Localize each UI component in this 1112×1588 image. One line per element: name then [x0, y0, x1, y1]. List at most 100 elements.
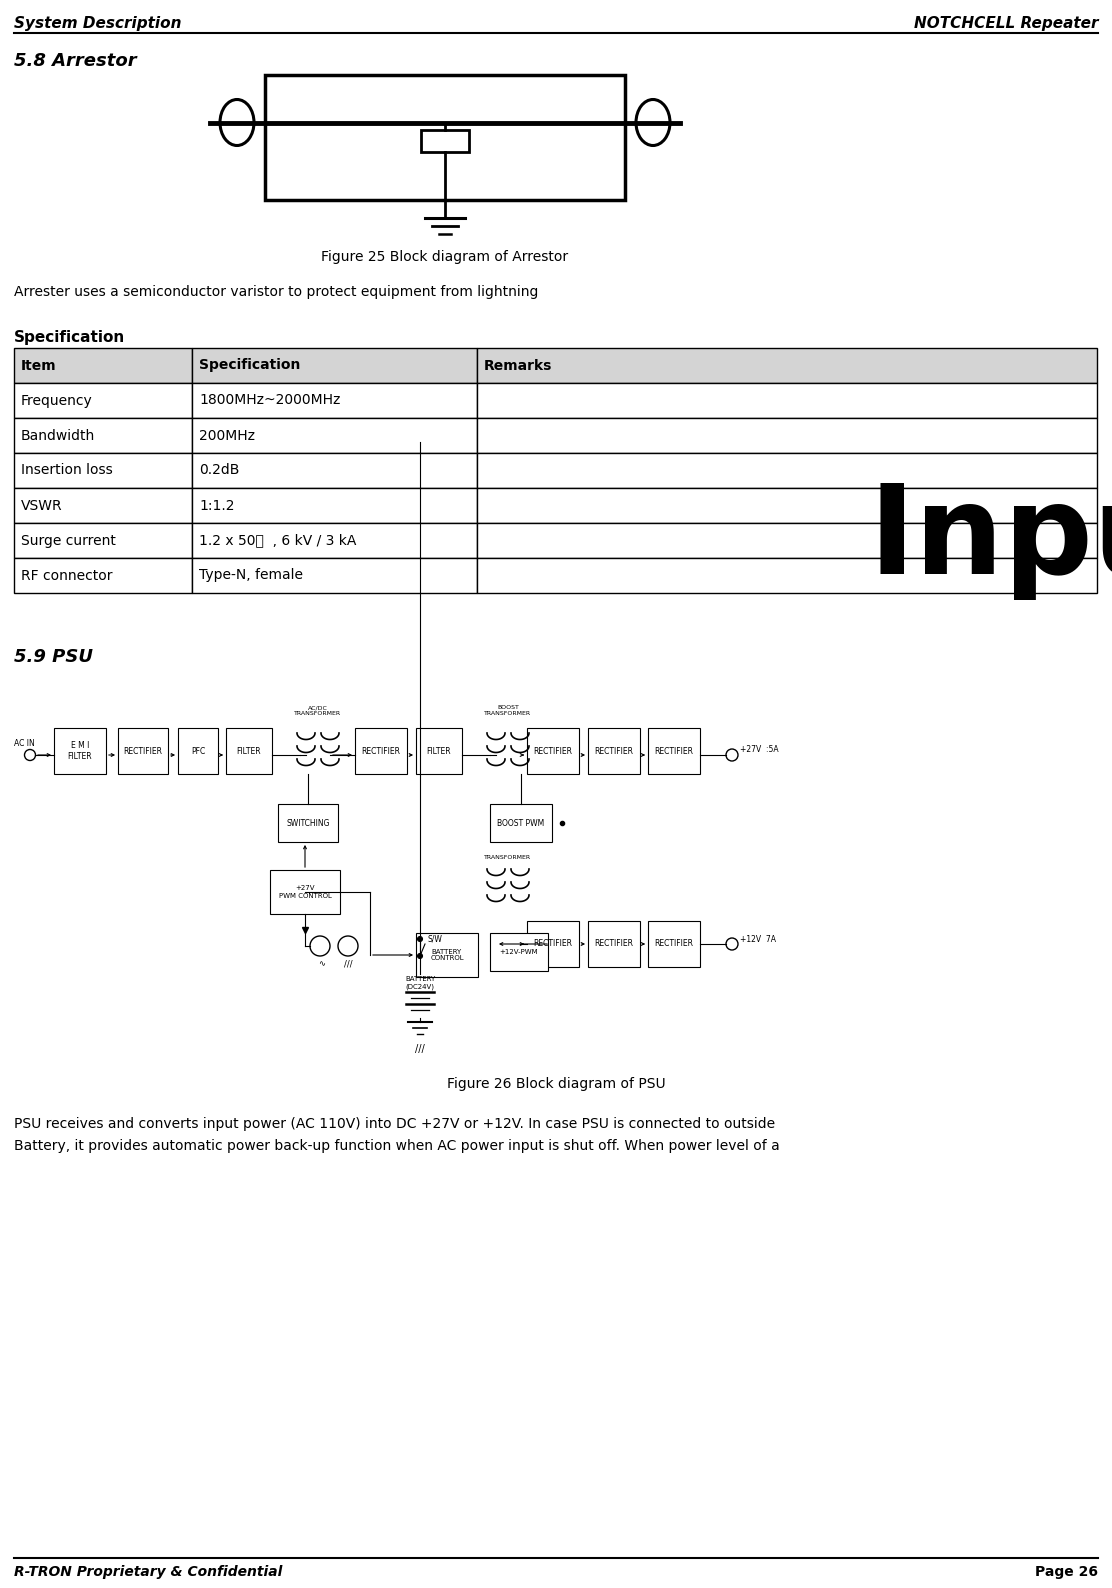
Bar	[477, 522, 1098, 557]
Text: FILTER: FILTER	[237, 746, 261, 756]
Text: +12V-PWM: +12V-PWM	[499, 950, 538, 954]
Text: Insertion loss: Insertion loss	[21, 464, 112, 478]
Circle shape	[726, 750, 738, 761]
Text: System Description: System Description	[14, 16, 181, 32]
Text: Battery, it provides automatic power back-up function when AC power input is shu: Battery, it provides automatic power bac…	[14, 1139, 780, 1153]
Text: RECTIFIER: RECTIFIER	[595, 940, 634, 948]
Bar	[416, 727, 461, 773]
Bar	[416, 934, 478, 977]
Text: Inpu: Inpu	[868, 480, 1112, 600]
Circle shape	[726, 939, 738, 950]
Bar	[477, 488, 1098, 522]
Text: BATTERY
(DC24V): BATTERY (DC24V)	[405, 977, 435, 989]
Text: RECTIFIER: RECTIFIER	[361, 746, 400, 756]
Bar	[14, 488, 192, 522]
Text: Page 26: Page 26	[1035, 1566, 1098, 1578]
Text: 5.9 PSU: 5.9 PSU	[14, 648, 93, 665]
Text: 1800MHz~2000MHz: 1800MHz~2000MHz	[199, 394, 340, 408]
Text: AC/DC
TRANSFORMER: AC/DC TRANSFORMER	[295, 705, 341, 716]
Text: TRANSFORMER: TRANSFORMER	[485, 854, 532, 861]
Text: RECTIFIER: RECTIFIER	[595, 746, 634, 756]
Circle shape	[417, 937, 423, 942]
Text: Figure 25 Block diagram of Arrestor: Figure 25 Block diagram of Arrestor	[321, 249, 568, 264]
Text: RF connector: RF connector	[21, 569, 112, 583]
Text: RECTIFIER: RECTIFIER	[655, 940, 694, 948]
Circle shape	[24, 750, 36, 761]
Bar	[490, 804, 552, 842]
Text: Type-N, female: Type-N, female	[199, 569, 302, 583]
Bar	[14, 453, 192, 488]
Text: SWITCHING: SWITCHING	[286, 818, 330, 827]
Text: Figure 26 Block diagram of PSU: Figure 26 Block diagram of PSU	[447, 1077, 665, 1091]
Text: VSWR: VSWR	[21, 499, 62, 513]
Bar	[14, 557, 192, 592]
Bar	[477, 453, 1098, 488]
Text: S/W: S/W	[428, 934, 443, 943]
Text: Specification: Specification	[199, 359, 300, 373]
Text: 200MHz: 200MHz	[199, 429, 255, 443]
Text: BOOST
TRANSFORMER: BOOST TRANSFORMER	[485, 705, 532, 716]
Text: R-TRON Proprietary & Confidential: R-TRON Proprietary & Confidential	[14, 1566, 282, 1578]
Circle shape	[338, 935, 358, 956]
Text: BATTERY
CONTROL: BATTERY CONTROL	[430, 948, 464, 961]
Bar	[178, 727, 218, 773]
Bar	[14, 522, 192, 557]
Text: ///: ///	[344, 959, 353, 969]
Bar	[192, 557, 477, 592]
Bar	[355, 727, 407, 773]
Circle shape	[417, 953, 423, 959]
Bar	[588, 727, 641, 773]
Text: Arrester uses a semiconductor varistor to protect equipment from lightning: Arrester uses a semiconductor varistor t…	[14, 284, 538, 299]
Bar	[477, 383, 1098, 418]
Bar	[54, 727, 106, 773]
Bar	[648, 921, 699, 967]
Bar	[14, 348, 192, 383]
Text: Remarks: Remarks	[484, 359, 553, 373]
Bar	[192, 418, 477, 453]
Bar	[477, 418, 1098, 453]
Bar	[192, 453, 477, 488]
Text: +12V  7A: +12V 7A	[739, 934, 776, 943]
Text: Surge current: Surge current	[21, 534, 116, 548]
Bar	[265, 75, 625, 200]
Text: +27V  :5A: +27V :5A	[739, 745, 778, 754]
Text: NOTCHCELL Repeater: NOTCHCELL Repeater	[913, 16, 1098, 32]
Text: AC IN: AC IN	[14, 738, 34, 748]
Bar	[226, 727, 272, 773]
Text: PSU receives and converts input power (AC 110V) into DC +27V or +12V. In case PS: PSU receives and converts input power (A…	[14, 1116, 775, 1131]
Ellipse shape	[220, 100, 254, 146]
Bar	[192, 348, 477, 383]
Text: FILTER: FILTER	[427, 746, 451, 756]
Bar	[477, 348, 1098, 383]
Text: RECTIFIER: RECTIFIER	[123, 746, 162, 756]
Bar	[14, 383, 192, 418]
Text: Specification: Specification	[14, 330, 126, 345]
Bar	[278, 804, 338, 842]
Text: ///: ///	[415, 1043, 425, 1054]
Bar	[192, 488, 477, 522]
Text: RECTIFIER: RECTIFIER	[655, 746, 694, 756]
Bar	[118, 727, 168, 773]
Text: RECTIFIER: RECTIFIER	[534, 940, 573, 948]
Text: PFC: PFC	[191, 746, 205, 756]
Bar	[192, 522, 477, 557]
Bar	[14, 418, 192, 453]
Text: 5.8 Arrestor: 5.8 Arrestor	[14, 52, 137, 70]
Bar	[527, 921, 579, 967]
Text: Frequency: Frequency	[21, 394, 92, 408]
Bar	[477, 557, 1098, 592]
Bar	[527, 727, 579, 773]
Bar	[588, 921, 641, 967]
Text: 1.2 x 50㎳  , 6 kV / 3 kA: 1.2 x 50㎳ , 6 kV / 3 kA	[199, 534, 356, 548]
Bar	[192, 383, 477, 418]
Text: +27V
PWM CONTROL: +27V PWM CONTROL	[279, 886, 331, 899]
Bar	[490, 934, 548, 970]
Text: ∿: ∿	[318, 959, 326, 969]
Text: BOOST PWM: BOOST PWM	[497, 818, 545, 827]
Bar	[270, 870, 340, 915]
Text: Item: Item	[21, 359, 57, 373]
Text: RECTIFIER: RECTIFIER	[534, 746, 573, 756]
Bar	[648, 727, 699, 773]
Text: Bandwidth: Bandwidth	[21, 429, 96, 443]
Ellipse shape	[636, 100, 671, 146]
